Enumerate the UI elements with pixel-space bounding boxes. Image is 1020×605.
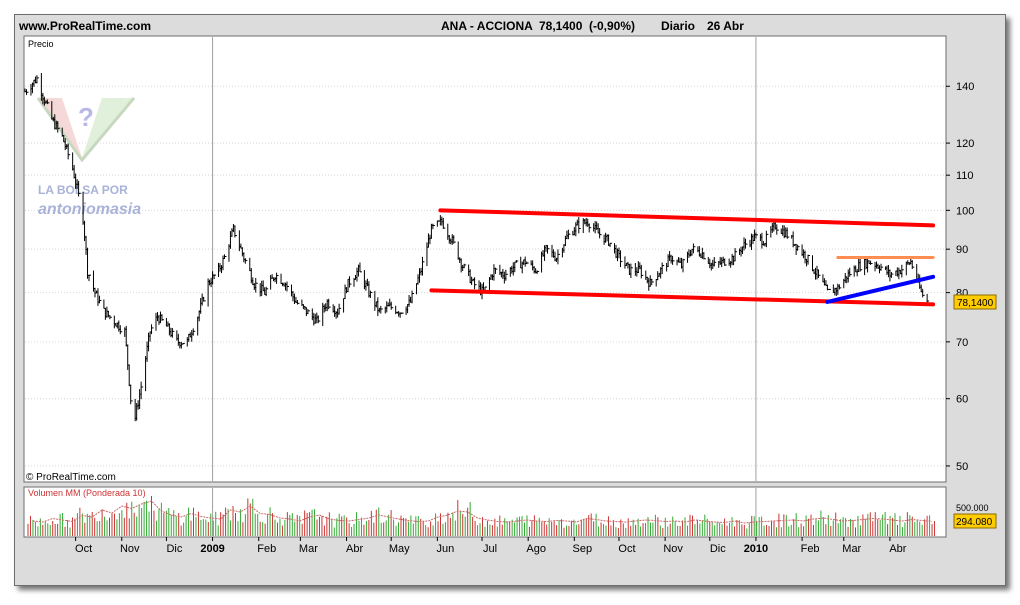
x-tick-label: Dic — [710, 543, 726, 555]
x-tick-label: Feb — [801, 543, 820, 555]
x-tick-label: Abr — [889, 543, 906, 555]
x-tick-label: Jun — [436, 543, 454, 555]
x-tick-label: Jul — [483, 543, 497, 555]
x-tick-label: Feb — [257, 543, 276, 555]
x-tick-label: Nov — [120, 543, 140, 555]
x-tick-label: Abr — [346, 543, 363, 555]
trend-lines — [429, 208, 936, 307]
trendline-red-0 — [438, 208, 936, 228]
y-tick-label: 90 — [956, 244, 968, 256]
last-price-badge-text: 78,1400 — [957, 298, 994, 309]
date: 26 Abr — [707, 19, 744, 33]
y-tick-label: 60 — [956, 394, 968, 406]
x-tick-label: Ago — [526, 543, 546, 555]
x-tick-label: Mar — [299, 543, 318, 555]
y-tick-label: 70 — [956, 337, 968, 349]
x-tick-label: Sep — [573, 543, 593, 555]
symbol-name: ANA - ACCIONA — [441, 19, 533, 33]
x-tick-label: May — [389, 543, 410, 555]
y-tick-label: 140 — [956, 81, 974, 93]
y-tick-label: 110 — [956, 170, 974, 182]
copyright: © ProRealTime.com — [26, 472, 116, 483]
x-tick-label: Oct — [618, 543, 635, 555]
site-url[interactable]: www.ProRealTime.com — [19, 19, 152, 33]
volume-top-tick: 500.000 — [956, 503, 989, 513]
volume-panel-label: Volumen MM (Ponderada 10) — [28, 488, 146, 498]
price-panel — [23, 35, 947, 483]
y-tick-label: 50 — [956, 461, 968, 473]
last-volume-badge — [953, 513, 997, 529]
volume-bars — [27, 496, 936, 536]
x-tick-label: 2009 — [200, 543, 224, 555]
x-tick-label: Mar — [842, 543, 861, 555]
y-tick-label: 120 — [956, 138, 974, 150]
y-tick-label: 100 — [956, 205, 974, 217]
trendline-blue-3 — [825, 274, 936, 304]
x-tick-label: Dic — [166, 543, 182, 555]
volume-moving-average — [32, 500, 933, 524]
watermark: ? LA BOLSA POR antoniomasia — [36, 97, 141, 218]
trendline-red-1 — [429, 288, 936, 307]
last-price: 78,1400 — [539, 19, 583, 33]
x-tick-label: Oct — [75, 543, 92, 555]
x-axis: Oct Nov Dic 2009 Feb Mar Abr May Jun Jul Ago Sep Oct… — [75, 537, 907, 555]
period: Diario — [661, 19, 696, 33]
watermark-question-icon: ? — [78, 102, 94, 132]
price-panel-label: Precio — [28, 39, 54, 49]
chart-header: www.ProRealTime.com ANA - ACCIONA 78,140… — [15, 15, 1005, 35]
x-tick-label: Nov — [663, 543, 683, 555]
watermark-line1: LA BOLSA POR — [38, 183, 128, 197]
watermark-line2: antoniomasia — [38, 201, 141, 218]
price-bars — [24, 72, 930, 422]
grid — [25, 37, 945, 536]
x-tick-label: 2010 — [744, 543, 768, 555]
last-price-badge — [953, 294, 997, 310]
price-change: (-0,90%) — [589, 19, 636, 33]
last-volume-badge-text: 294.080 — [956, 517, 993, 528]
